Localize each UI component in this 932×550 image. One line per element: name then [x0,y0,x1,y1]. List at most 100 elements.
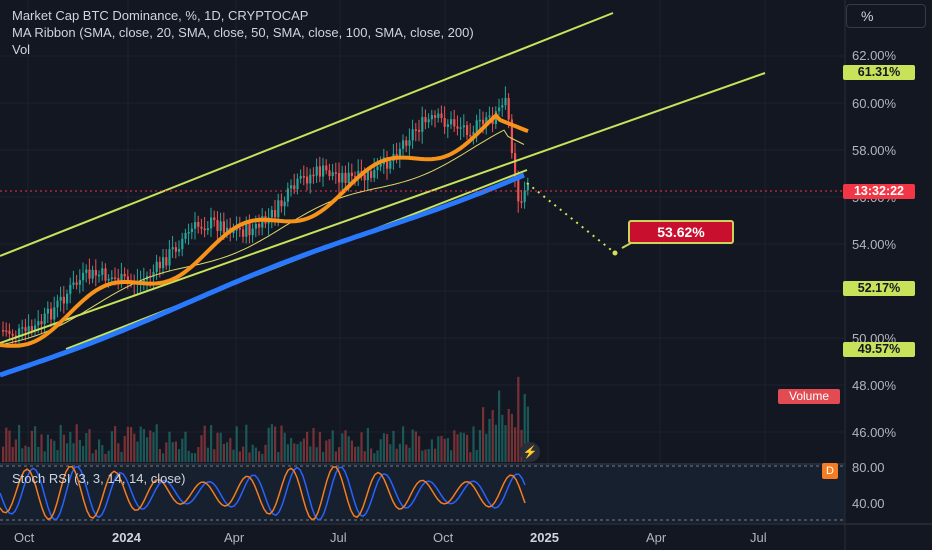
volume-bar [114,426,117,462]
candle-body [424,117,427,123]
candle-body [62,296,65,304]
volume-bar [302,438,305,462]
rsi-d-badge[interactable]: D [822,463,838,479]
candle-body [168,249,171,266]
volume-bar [120,451,123,462]
indicator-volume[interactable]: Vol [12,42,31,57]
volume-bar [283,432,286,462]
target-callout[interactable]: 53.62% [628,220,734,244]
chart-legend[interactable]: Market Cap BTC Dominance, %, 1D, CRYPTOC… [12,7,474,58]
candle-body [216,220,219,231]
rsi-pane-bg [0,463,845,523]
candle-body [203,228,206,231]
candle-body [462,125,465,128]
candle-body [366,171,369,181]
channel-upper-line[interactable] [0,12,614,257]
volume-bar [261,453,264,462]
volume-bar [258,451,261,462]
volume-bar [30,430,33,462]
candle-body [357,171,360,178]
price-grid [0,0,845,524]
volume-bar [88,429,91,462]
candle-body [142,279,145,282]
candle-body [40,321,43,325]
volume-bar [498,390,501,462]
indicator-ma-ribbon[interactable]: MA Ribbon (SMA, close, 20, SMA, close, 5… [12,25,474,40]
volume-bar [56,450,59,462]
volume-bar [350,440,353,462]
volume-bar [306,431,309,462]
candle-body [226,227,229,234]
volume-bar [59,424,62,462]
volume-bar [85,433,88,462]
ma-100-line [0,129,525,346]
volume-bar [53,440,56,462]
candle-body [475,120,478,132]
scale-percent-button[interactable]: % [846,4,926,28]
candle-body [482,119,485,124]
price-candles [2,86,529,348]
volume-bar [165,442,168,462]
volume-bar [456,434,459,462]
candle-body [88,269,91,279]
candle-body [466,125,469,136]
candle-body [222,221,225,234]
candle-body [245,223,248,237]
channel-middle-line[interactable] [0,72,766,344]
price-tag-countdown[interactable]: 13:32:22 [843,184,915,199]
symbol-title[interactable]: Market Cap BTC Dominance, %, 1D, CRYPTOC… [12,8,309,23]
candle-body [56,300,59,308]
candle-body [456,126,459,129]
volume-bar [50,439,53,462]
candle-body [334,172,337,174]
volume-bar [318,432,321,462]
stoch-rsi-label[interactable]: Stoch RSI (3, 3, 14, 14, close) [12,471,186,486]
volume-bar [40,434,43,462]
candle-body [242,229,245,237]
volume-bar [418,436,421,462]
candle-body [158,261,161,269]
x-tick: Oct [433,530,454,545]
volume-bar [386,434,389,462]
volume-bar [526,406,529,462]
volume-bar [389,444,392,462]
candle-body [30,326,33,331]
volume-bar [309,446,312,462]
candle-body [91,269,94,279]
volume-bar [14,439,17,462]
candle-body [50,308,53,320]
volume-bar [206,447,209,462]
x-tick: 2025 [530,530,559,545]
volume-bar [155,424,158,462]
candle-body [514,153,517,177]
volume-bar [2,446,5,462]
volume-bar [430,439,433,462]
volume-bar [242,446,245,462]
volume-bar [376,450,379,462]
volume-bar [197,447,200,462]
candle-body [120,273,123,284]
candle-body [453,119,456,127]
candle-body [66,293,69,304]
volume-bar [110,431,113,462]
candle-body [213,217,216,221]
candle-body [286,188,289,202]
volume-bar [226,442,229,462]
volume-bar [488,418,491,462]
lightning-icon[interactable]: ⚡ [520,442,540,462]
volume-bar [414,431,417,462]
candle-body [370,171,373,178]
volume-bar [322,451,325,462]
price-tag-high[interactable]: 61.31% [843,65,915,80]
price-tag-mid[interactable]: 52.17% [843,281,915,296]
candle-body [472,131,475,136]
price-tag-low[interactable]: 49.57% [843,342,915,357]
candle-body [421,117,424,132]
volume-tag: Volume [778,389,840,404]
volume-bar [427,449,430,462]
candle-body [488,115,491,118]
volume-bar [117,443,120,462]
projection-target-point[interactable] [612,250,618,256]
projection-dotted-line[interactable] [526,182,616,254]
